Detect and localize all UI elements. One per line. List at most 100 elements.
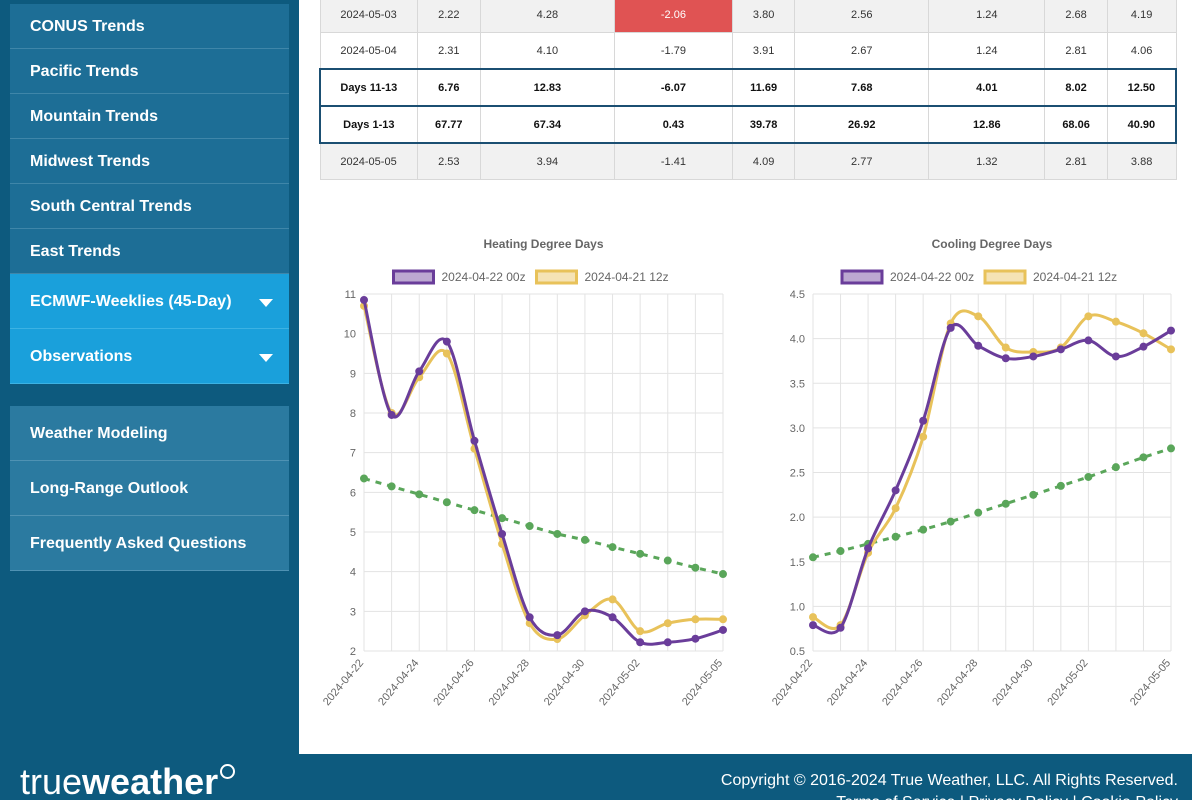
data-point[interactable] xyxy=(553,529,562,538)
data-point[interactable] xyxy=(1111,317,1120,326)
nav-long-range-outlook[interactable]: Long-Range Outlook xyxy=(10,461,289,516)
data-point[interactable] xyxy=(470,506,479,515)
data-point[interactable] xyxy=(719,570,727,579)
legend-swatch[interactable] xyxy=(983,269,1027,285)
data-point[interactable] xyxy=(946,323,955,332)
y-tick-label: 11 xyxy=(345,289,356,301)
y-tick-label: 10 xyxy=(344,329,356,341)
data-point[interactable] xyxy=(1001,343,1010,352)
data-point[interactable] xyxy=(1167,444,1175,453)
data-point[interactable] xyxy=(608,613,617,622)
data-point[interactable] xyxy=(415,367,424,376)
data-point[interactable] xyxy=(919,416,928,425)
legend-label[interactable]: 2024-04-22 00z xyxy=(890,270,974,284)
nav-pacific-trends[interactable]: Pacific Trends xyxy=(10,49,289,94)
data-point[interactable] xyxy=(663,556,672,565)
table-row: 2024-05-05 2.53 3.94 -1.41 4.09 2.77 1.32 2.81 3… xyxy=(319,142,1177,180)
data-point[interactable] xyxy=(1167,345,1175,354)
legend-label[interactable]: 2024-04-21 12z xyxy=(585,270,669,284)
data-point[interactable] xyxy=(442,337,451,346)
data-point[interactable] xyxy=(498,514,507,523)
nav-south-central-trends[interactable]: South Central Trends xyxy=(10,184,289,229)
data-point[interactable] xyxy=(974,312,983,321)
data-point[interactable] xyxy=(691,634,700,643)
data-point[interactable] xyxy=(891,504,900,513)
data-point[interactable] xyxy=(1056,345,1065,354)
data-point[interactable] xyxy=(498,529,507,538)
data-point[interactable] xyxy=(1056,481,1065,490)
data-point[interactable] xyxy=(1029,490,1038,499)
data-point[interactable] xyxy=(387,482,396,491)
data-point[interactable] xyxy=(919,525,928,534)
data-point[interactable] xyxy=(691,615,700,624)
data-point[interactable] xyxy=(608,595,617,604)
table-cell: 0.43 xyxy=(613,105,733,144)
data-point[interactable] xyxy=(636,627,645,636)
data-point[interactable] xyxy=(636,638,645,647)
data-point[interactable] xyxy=(553,631,562,640)
data-point[interactable] xyxy=(809,621,817,630)
data-point[interactable] xyxy=(1139,329,1148,338)
legend-swatch[interactable] xyxy=(840,269,884,285)
data-point[interactable] xyxy=(919,432,928,441)
legal-links[interactable]: Terms of Service | Privacy Policy | Cook… xyxy=(836,794,1178,811)
nav-weather-modeling[interactable]: Weather Modeling xyxy=(10,406,289,461)
data-point[interactable] xyxy=(1084,312,1093,321)
data-point[interactable] xyxy=(836,623,845,632)
data-point[interactable] xyxy=(415,490,424,499)
data-point[interactable] xyxy=(1139,342,1148,351)
sidebar: CONUS Trends Pacific Trends Mountain Tre… xyxy=(0,0,299,754)
data-point[interactable] xyxy=(1111,352,1120,361)
data-point[interactable] xyxy=(1001,354,1010,363)
data-point[interactable] xyxy=(836,547,845,556)
data-point[interactable] xyxy=(719,625,727,634)
data-point[interactable] xyxy=(974,341,983,350)
nav-faq[interactable]: Frequently Asked Questions xyxy=(10,516,289,571)
data-point[interactable] xyxy=(663,619,672,628)
data-point[interactable] xyxy=(580,535,589,544)
data-point[interactable] xyxy=(525,522,534,531)
data-point[interactable] xyxy=(1001,499,1010,508)
table-cell: 2.81 xyxy=(1044,32,1108,70)
data-point[interactable] xyxy=(891,532,900,541)
data-point[interactable] xyxy=(974,508,983,517)
data-point[interactable] xyxy=(1139,453,1148,462)
nav-observations[interactable]: Observations xyxy=(10,329,289,384)
legend-swatch[interactable] xyxy=(392,269,435,285)
legend-label[interactable]: 2024-04-22 00z xyxy=(442,270,526,284)
data-point[interactable] xyxy=(1111,463,1120,472)
data-point[interactable] xyxy=(608,543,617,552)
data-point[interactable] xyxy=(360,295,368,304)
data-point[interactable] xyxy=(864,544,873,553)
data-point[interactable] xyxy=(580,607,589,616)
data-point[interactable] xyxy=(663,638,672,647)
data-point[interactable] xyxy=(442,498,451,507)
nav-conus-trends[interactable]: CONUS Trends xyxy=(10,4,289,49)
nav-midwest-trends[interactable]: Midwest Trends xyxy=(10,139,289,184)
legend-swatch[interactable] xyxy=(535,269,578,285)
data-point[interactable] xyxy=(525,613,534,622)
data-point[interactable] xyxy=(891,486,900,495)
nav-east-trends[interactable]: East Trends xyxy=(10,229,289,274)
data-point[interactable] xyxy=(809,613,817,622)
data-point[interactable] xyxy=(442,349,451,358)
table-cell: 4.06 xyxy=(1106,32,1177,70)
chevron-down-icon[interactable] xyxy=(259,354,273,362)
data-point[interactable] xyxy=(946,517,955,526)
data-point[interactable] xyxy=(691,563,700,572)
data-point[interactable] xyxy=(636,549,645,558)
data-point[interactable] xyxy=(1167,326,1175,335)
nav-ecmwf-weeklies[interactable]: ECMWF-Weeklies (45-Day) xyxy=(10,274,289,329)
legend-label[interactable]: 2024-04-21 12z xyxy=(1033,270,1117,284)
data-point[interactable] xyxy=(719,615,727,624)
nav-mountain-trends[interactable]: Mountain Trends xyxy=(10,94,289,139)
data-point[interactable] xyxy=(1084,336,1093,345)
chevron-down-icon[interactable] xyxy=(259,299,273,307)
data-point[interactable] xyxy=(360,474,368,483)
data-point[interactable] xyxy=(387,410,396,419)
data-point[interactable] xyxy=(809,553,817,562)
data-point[interactable] xyxy=(470,436,479,445)
data-point[interactable] xyxy=(1029,352,1038,361)
trueweather-logo[interactable]: trueweather xyxy=(20,762,236,802)
data-point[interactable] xyxy=(1084,472,1093,481)
